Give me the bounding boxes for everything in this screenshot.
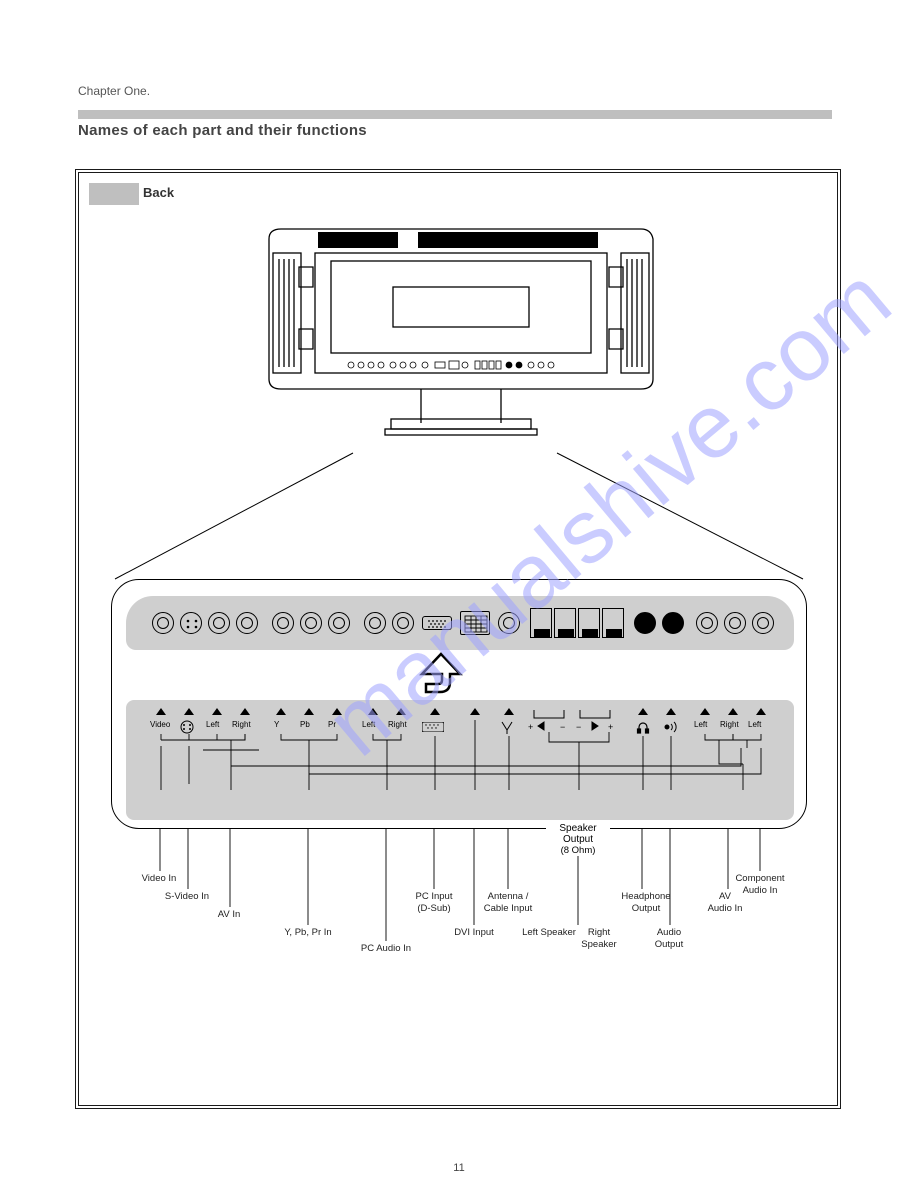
- svideo-jack: [180, 612, 202, 634]
- antenna-jack: [498, 612, 520, 634]
- label-pc-audio-in: PC Audio In: [351, 943, 421, 955]
- callout-lines: [79, 449, 839, 583]
- label-video-in: Video In: [131, 873, 187, 885]
- rca-jack: [696, 612, 718, 634]
- label-audio-output: Audio Output: [641, 927, 697, 951]
- headphone-jack: [634, 612, 656, 634]
- connector-panel: + − − + Video Left Right Y Pb Pr Left Ri…: [111, 579, 807, 829]
- speaker-terminal: [578, 608, 600, 638]
- label-left-speaker: Left Speaker: [521, 927, 577, 939]
- label-ypbpr-in: Y, Pb, Pr In: [273, 927, 343, 939]
- section-block: Back: [78, 172, 838, 1106]
- leader-lines: [111, 829, 807, 1099]
- dvi-port: [460, 611, 490, 635]
- rca-jack: [752, 612, 774, 634]
- speaker-terminal: [602, 608, 624, 638]
- speaker-terminal: [554, 608, 576, 638]
- speaker-terminal: [530, 608, 552, 638]
- chapter-prefix: Chapter One.: [78, 84, 150, 98]
- chapter-bar: [78, 110, 832, 119]
- label-pc-input: PC Input (D-Sub): [399, 891, 469, 915]
- vga-port: [422, 616, 452, 630]
- connector-strip: [126, 596, 794, 650]
- rca-jack: [328, 612, 350, 634]
- connector-legend: + − − + Video Left Right Y Pb Pr Left Ri…: [126, 700, 794, 820]
- label-dvi-input: DVI Input: [439, 927, 509, 939]
- rca-jack: [300, 612, 322, 634]
- chapter-title: Names of each part and their functions: [78, 122, 367, 139]
- grouping-lines: [126, 700, 794, 820]
- rca-jack: [272, 612, 294, 634]
- rca-jack: [208, 612, 230, 634]
- label-svideo-in: S-Video In: [159, 891, 215, 903]
- lineout-jack: [662, 612, 684, 634]
- rca-jack: [392, 612, 414, 634]
- label-headphone-out: Headphone Output: [611, 891, 681, 915]
- section-title: Back: [143, 185, 174, 200]
- rca-jack: [236, 612, 258, 634]
- page-number: 11: [453, 1162, 464, 1174]
- speaker-output-caption: Speaker Output (8 Ohm): [546, 823, 610, 856]
- label-right-speaker: Right Speaker: [571, 927, 627, 951]
- rca-jack: [364, 612, 386, 634]
- section-title-bar: [89, 183, 139, 205]
- mapping-arrow-icon: [412, 652, 470, 700]
- label-av-in: AV In: [201, 909, 257, 921]
- tv-rear-diagram: [221, 209, 701, 449]
- rca-jack: [724, 612, 746, 634]
- rca-jack: [152, 612, 174, 634]
- label-antenna: Antenna / Cable Input: [473, 891, 543, 915]
- label-component-audio: Component Audio In: [725, 873, 795, 897]
